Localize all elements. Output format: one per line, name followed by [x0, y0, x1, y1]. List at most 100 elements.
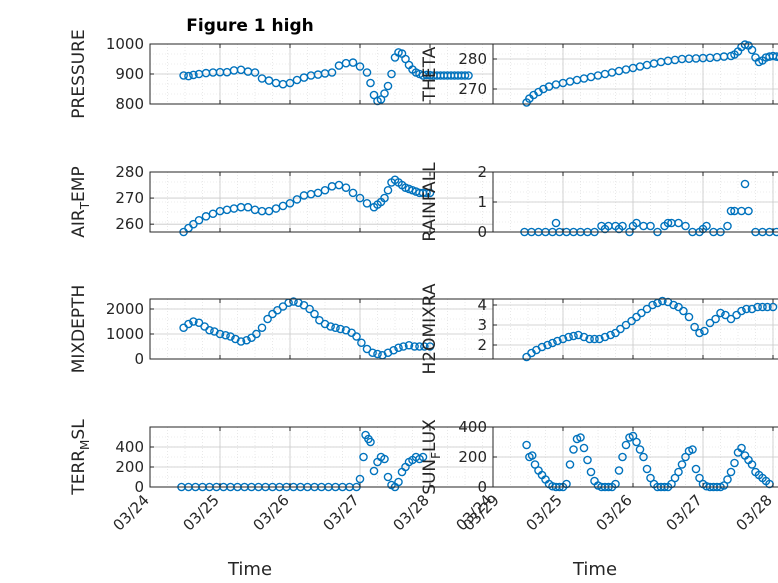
data-point	[366, 437, 375, 447]
data-point	[410, 342, 419, 351]
x-axis-label-left: Time	[227, 559, 272, 580]
data-point	[522, 440, 531, 450]
data-point	[632, 437, 641, 447]
data-point	[236, 337, 246, 346]
data-point	[737, 443, 746, 453]
data-point	[723, 475, 732, 484]
y-axis-label-3: RAINFALL	[420, 162, 440, 242]
data-point	[348, 58, 358, 67]
data-point	[606, 330, 615, 340]
data-point	[383, 472, 393, 482]
data-point	[357, 338, 366, 348]
y-tick-label: 200	[458, 448, 487, 466]
data-point	[310, 309, 319, 319]
y-tick-label: 270	[115, 189, 144, 207]
data-point	[646, 221, 655, 231]
data-point	[422, 188, 431, 198]
subplot-h2omixra: 2 3 4 H2OMIXRA	[420, 283, 778, 375]
data-point	[579, 443, 589, 453]
data-point	[355, 474, 365, 484]
data-point	[730, 458, 739, 468]
subplot-mixdepth: 0 1000 2000 MIXDEPTH	[69, 285, 501, 374]
data-point	[215, 329, 225, 339]
data-point	[768, 302, 778, 312]
data-point	[366, 78, 375, 88]
data-point	[373, 349, 382, 359]
data-point	[681, 221, 690, 231]
axes-box	[492, 43, 778, 105]
data-point	[742, 304, 751, 314]
data-point	[740, 40, 750, 49]
y-axis-label-0: PRESSURE	[69, 29, 89, 118]
data-point	[705, 318, 715, 328]
y-tick-label: 4	[477, 296, 487, 314]
data-point	[758, 302, 767, 312]
data-point	[614, 466, 624, 475]
data-point	[726, 314, 736, 324]
data-point	[226, 332, 235, 341]
data-point	[590, 334, 599, 344]
data-point	[355, 193, 365, 203]
data-point	[635, 445, 645, 454]
y-tick-label: 800	[115, 95, 144, 113]
data-point	[326, 322, 335, 331]
data-point	[679, 306, 688, 316]
y-tick-label: 1	[477, 193, 487, 211]
y-tick-label: 260	[115, 215, 144, 233]
data-point	[425, 188, 435, 198]
data-point	[585, 334, 594, 344]
data-point	[642, 464, 652, 474]
y-tick-label: 280	[115, 163, 144, 181]
data-point	[394, 343, 403, 353]
data-point	[569, 331, 578, 341]
data-point	[688, 445, 697, 454]
data-point	[464, 71, 473, 80]
data-point	[702, 221, 711, 231]
y-axis-label-5: H2OMIXRA	[420, 283, 440, 374]
x-axis-label-right: Time	[572, 559, 617, 580]
y-tick-label: 0	[477, 223, 487, 241]
y-tick-label: 0	[477, 478, 487, 496]
data-point	[737, 306, 746, 316]
data-point	[189, 317, 198, 326]
y-axis-label-7: SUNFLUX	[420, 419, 443, 495]
data-point	[639, 452, 648, 462]
data-point	[380, 89, 389, 98]
data-point	[574, 330, 583, 340]
data-point	[221, 330, 230, 340]
data-point	[579, 332, 589, 342]
y-tick-label: 280	[458, 50, 487, 68]
data-point	[726, 206, 736, 216]
data-point	[618, 452, 627, 462]
data-point	[658, 296, 667, 306]
y-tick-label: 3	[477, 316, 487, 334]
data-point	[618, 221, 627, 231]
data-point	[368, 348, 377, 358]
y-axis-label-1: THETA	[420, 46, 440, 102]
data-point	[305, 304, 314, 314]
y-tick-label: 2	[477, 336, 487, 354]
data-point	[747, 45, 757, 55]
data-point	[700, 326, 709, 336]
data-point	[355, 62, 365, 71]
data-point	[420, 342, 429, 351]
data-point	[632, 218, 641, 228]
data-point	[252, 329, 261, 339]
data-point	[663, 218, 673, 228]
subplot-air-temp: 260 270 280 AIRTEMP	[69, 163, 501, 238]
y-tick-label: 1000	[106, 35, 144, 53]
data-point	[753, 302, 762, 312]
data-point	[320, 185, 330, 195]
data-point	[359, 452, 368, 462]
data-point	[674, 218, 683, 228]
data-point	[425, 342, 435, 351]
data-point	[677, 460, 687, 469]
data-point	[548, 338, 557, 348]
data-point	[669, 300, 678, 310]
data-point	[716, 308, 725, 318]
y-axis-label-4: MIXDEPTH	[69, 285, 89, 374]
data-point	[380, 193, 389, 203]
data-point	[292, 195, 302, 204]
subplot-pressure: 800 900 1000 PRESSURE	[69, 29, 501, 119]
